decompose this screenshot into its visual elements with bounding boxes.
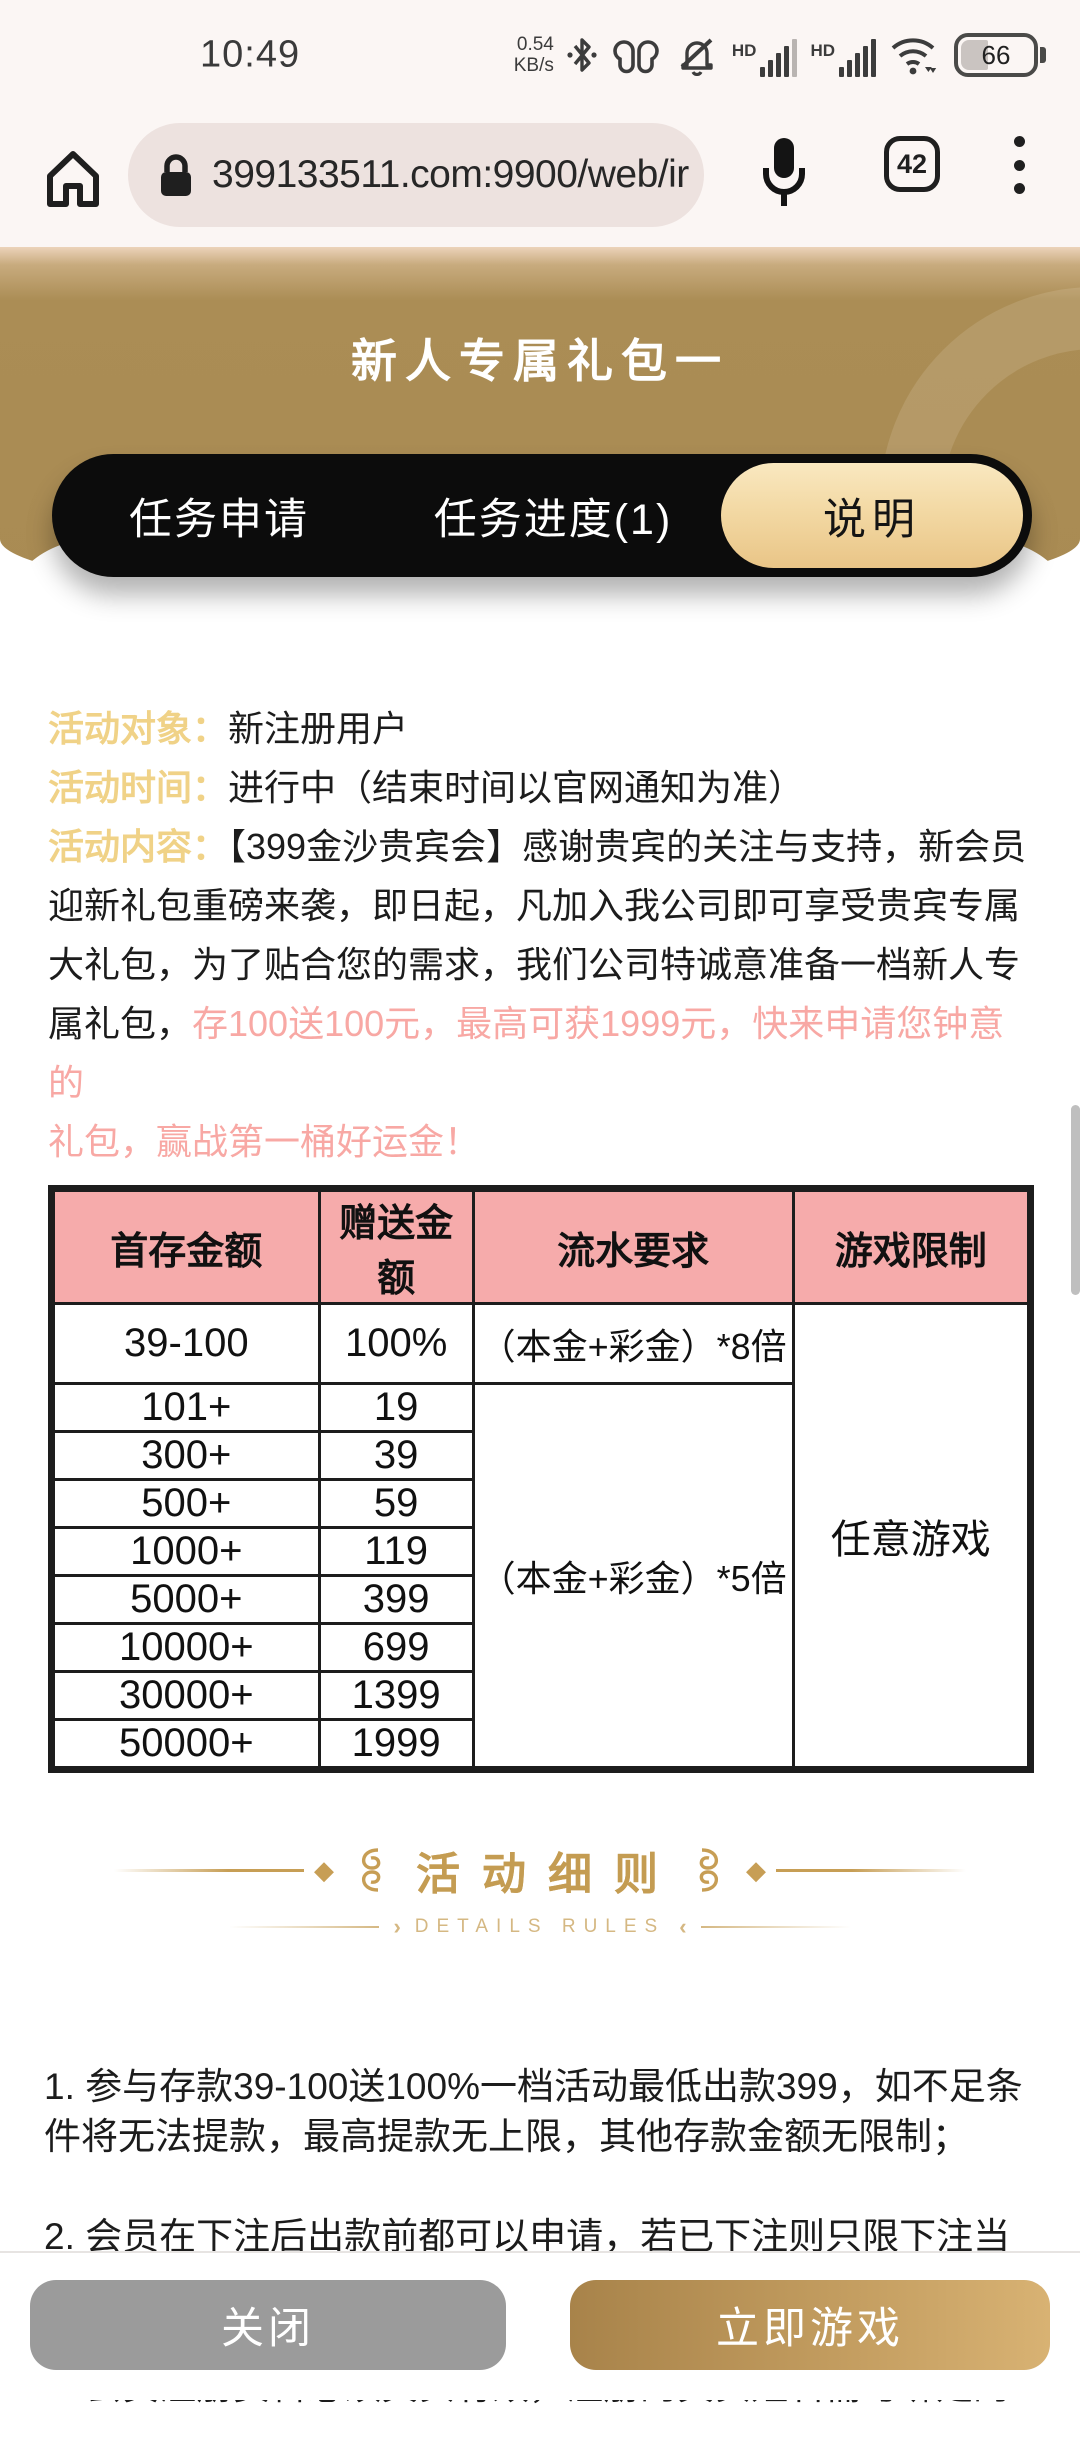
subtitle-line-right [700, 1926, 851, 1928]
col-game-limit: 游戏限制 [791, 1187, 1033, 1305]
activity-content-text: 【399金沙贵宾会】感谢贵宾的关注与支持，新会员 迎新礼包重磅来袭，即日起，凡加… [48, 826, 1027, 1044]
bonus-table: 首存金额 赠送金额 流水要求 游戏限制 39-100 100% （本金+彩金）*… [48, 1185, 1034, 1773]
rule-item-1: 1. 参与存款39-100送100%一档活动最低出款399，如不足条 件将无法提… [44, 2066, 1023, 2157]
subtitle-arrow-left: › [393, 1914, 401, 1939]
url-text: 399133511.com:9900/web/ir [212, 153, 689, 196]
activity-content-highlight: 存100送100元，最高可获1999元，快来申请您钟意的 礼包，赢战第一桶好运金… [48, 1003, 1005, 1162]
value-activity-time: 进行中（结束时间以官网通知为准） [228, 767, 805, 808]
status-icons: 0.54 KB/s HD [514, 0, 1046, 110]
close-button[interactable]: 关闭 [30, 2280, 506, 2370]
home-icon[interactable] [40, 146, 106, 212]
table-row: 5000+ 399 [50, 1574, 1031, 1625]
scrollbar-thumb[interactable] [1071, 1105, 1080, 1295]
page-title: 新人专属礼包一 [351, 335, 729, 387]
table-row: 101+ 19 （本金+彩金）*5倍 [50, 1382, 1031, 1771]
menu-icon[interactable] [1012, 136, 1026, 194]
earbuds-icon [610, 34, 662, 76]
game-limit-cell: 任意游戏 [791, 1302, 1033, 1771]
col-first-deposit: 首存金额 [50, 1187, 321, 1305]
turnover-8x: （本金+彩金）*8倍 [471, 1302, 795, 1385]
tab-bar: 任务申请 任务进度(1) 说明 [52, 454, 1032, 577]
bottom-action-bar: 关闭 立即游戏 [0, 2251, 1080, 2400]
sim1-signal-icon: HD [732, 33, 798, 77]
tab-switcher[interactable]: 42 [884, 136, 940, 192]
col-bonus: 赠送金额 [317, 1187, 475, 1305]
table-row: 30000+ 1399 [50, 1670, 1031, 1721]
table-row: 1000+ 119 [50, 1526, 1031, 1577]
subtitle-arrow-right: ‹ [679, 1914, 687, 1939]
table-row: 39-100 100% （本金+彩金）*8倍 任意游戏 [50, 1302, 1033, 1771]
table-header-row: 首存金额 赠送金额 流水要求 游戏限制 [50, 1187, 1033, 1305]
table-row: 500+ 59 [50, 1478, 1031, 1529]
promo-header: 新人专属礼包一 [0, 247, 1080, 603]
turnover-5x: （本金+彩金）*5倍 [471, 1382, 795, 1771]
subtitle-line-left [229, 1926, 380, 1928]
flourish-left [362, 1848, 381, 1892]
flourish-right [699, 1848, 718, 1892]
divider-line-left [114, 1868, 304, 1872]
bluetooth-icon [567, 34, 597, 76]
network-speed: 0.54 KB/s [513, 34, 554, 76]
play-now-button[interactable]: 立即游戏 [570, 2280, 1050, 2370]
clock: 10:49 [200, 33, 301, 76]
mic-icon[interactable] [758, 132, 810, 224]
table-row: 50000+ 1999 [50, 1718, 1031, 1771]
label-activity-time: 活动时间： [48, 767, 229, 808]
mute-bell-icon [675, 34, 719, 76]
label-activity-content: 活动内容： [48, 826, 229, 867]
tab-task-apply[interactable]: 任务申请 [129, 495, 309, 544]
sim2-signal-icon: HD [810, 33, 876, 77]
divider-line-right [776, 1868, 966, 1872]
col-turnover: 流水要求 [471, 1187, 795, 1305]
tab-instructions[interactable]: 说明 [721, 463, 1023, 568]
table-row: 10000+ 699 [50, 1622, 1031, 1673]
ornament-diamond-left: ◆ [314, 1854, 334, 1885]
value-activity-target: 新注册用户 [228, 708, 409, 749]
section-divider: ◆ 活动细则 ◆ › DETAILS RULES ‹ [0, 1838, 1080, 1940]
battery-icon: 66 [954, 33, 1046, 77]
status-bar: 10:49 0.54 KB/s HD [0, 0, 1080, 110]
divider-subtitle: DETAILS RULES [414, 1916, 666, 1937]
divider-title: 活动细则 [416, 1838, 680, 1902]
lock-icon [158, 152, 194, 198]
promo-paragraph: 活动对象：新注册用户 活动时间：进行中（结束时间以官网通知为准） 活动内容：【3… [48, 699, 1040, 1171]
tab-task-progress[interactable]: 任务进度(1) [433, 495, 673, 544]
browser-toolbar: 399133511.com:9900/web/ir 42 [0, 110, 1080, 247]
table-row: 300+ 39 [50, 1430, 1031, 1481]
label-activity-target: 活动对象： [48, 708, 229, 749]
ornament-diamond-right: ◆ [746, 1854, 766, 1885]
url-bar[interactable]: 399133511.com:9900/web/ir [128, 123, 704, 227]
wifi-icon [889, 33, 941, 77]
